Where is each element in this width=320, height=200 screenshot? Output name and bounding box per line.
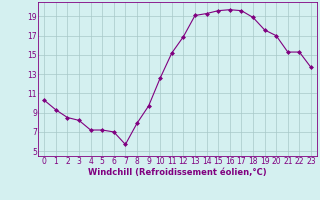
X-axis label: Windchill (Refroidissement éolien,°C): Windchill (Refroidissement éolien,°C) [88,168,267,177]
